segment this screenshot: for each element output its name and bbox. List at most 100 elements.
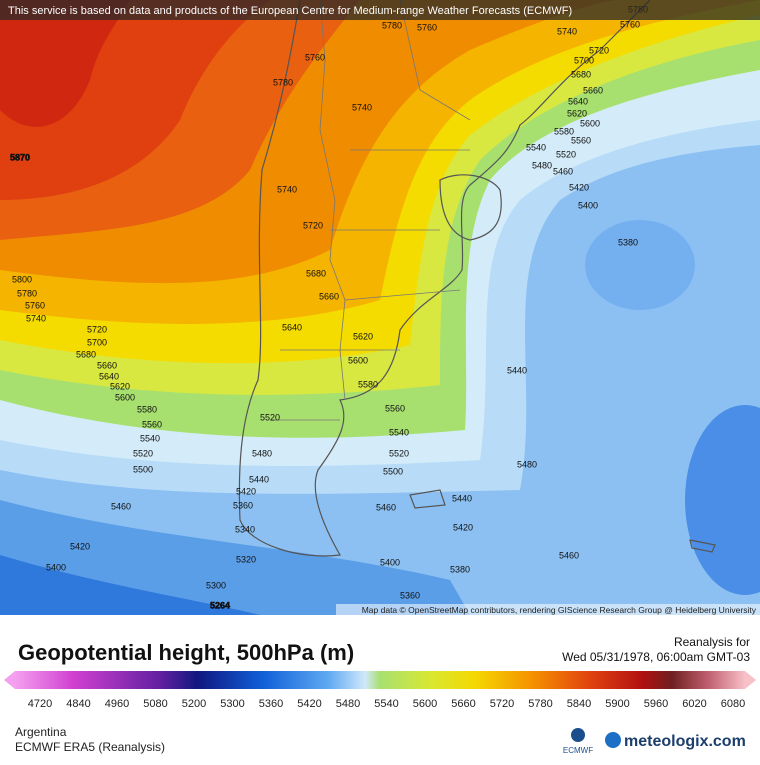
contour-label: 5480	[252, 448, 272, 458]
contour-label: 5660	[319, 291, 339, 301]
legend-title: Geopotential height, 500hPa (m)	[18, 640, 354, 665]
contour-band	[585, 220, 695, 310]
colorbar-tick-label: 6080	[721, 698, 745, 710]
contour-label: 5520	[389, 448, 409, 458]
model: ECMWF ERA5 (Reanalysis)	[15, 740, 165, 754]
contour-label: 5700	[574, 55, 594, 65]
colorbar-tick-label: 5960	[644, 698, 668, 710]
contour-label: 5870	[10, 152, 30, 162]
contour-label: 5800	[12, 274, 32, 284]
contour-label: 5780	[17, 288, 37, 298]
colorbar-ticks: 4720 4840 4960 5080 5200 5300 5360 5420 5480 5540…	[28, 698, 745, 710]
contour-label: 5540	[526, 142, 546, 152]
contour-label: 5560	[385, 403, 405, 413]
colorbar-tick-label: 5300	[220, 698, 244, 710]
contour-label: 5520	[556, 149, 576, 159]
colorbar-tick-label: 4840	[66, 698, 90, 710]
colorbar-tick-label: 5600	[413, 698, 437, 710]
borders	[270, 0, 471, 421]
contour-label: 5400	[380, 557, 400, 567]
notice: This service is based on data and produc…	[8, 5, 572, 17]
coastline	[238, 0, 716, 557]
colorbar	[15, 671, 745, 689]
contour-label: 5460	[376, 502, 396, 512]
contour-label: 5420	[569, 182, 589, 192]
contour-label: 5300	[206, 580, 226, 590]
brand-logo	[605, 732, 621, 748]
contour-label: 5620	[567, 108, 587, 118]
contour-label: 5460	[559, 550, 579, 560]
contour-label: 5420	[453, 522, 473, 532]
contour-label: 5460	[553, 166, 573, 176]
contour-label: 5460	[111, 501, 131, 511]
contour-label: 5560	[142, 419, 162, 429]
contour-label: 5740	[352, 102, 372, 112]
colorbar-tick-label: 5720	[490, 698, 514, 710]
contour-label: 5540	[140, 433, 160, 443]
contour-label: 5420	[236, 486, 256, 496]
colorbar-tick-label: 4960	[105, 698, 129, 710]
notice-bar	[0, 0, 760, 20]
brand: meteologix.com	[624, 733, 746, 750]
contour-label: 5720	[303, 220, 323, 230]
colorbar-arrow	[745, 671, 756, 689]
contour-label: 5500	[383, 466, 403, 476]
contour-band	[0, 0, 130, 127]
contour-label: 5600	[115, 392, 135, 402]
contour-label: 5440	[249, 474, 269, 484]
contour-label: 5440	[452, 493, 472, 503]
contour-label: 5600	[580, 118, 600, 128]
colorbar-tick-label: 5780	[528, 698, 552, 710]
colorbar-tick-label: 4720	[28, 698, 52, 710]
contour-label: 5520	[260, 412, 280, 422]
contour-label: 5700	[87, 337, 107, 347]
contour-label: 5760	[25, 300, 45, 310]
contour-label: 5780	[382, 20, 402, 30]
contour-label: 5500	[133, 464, 153, 474]
contour-label: 5720	[87, 324, 107, 334]
contour-label: 5580	[137, 404, 157, 414]
ecmwf-logo	[571, 728, 585, 742]
run-label: Reanalysis for	[674, 635, 750, 649]
colorbar-tick-label: 5480	[336, 698, 360, 710]
contour-label: 5360	[233, 500, 253, 510]
colorbar-tick-label: 5200	[182, 698, 206, 710]
colorbar-tick-label: 5900	[605, 698, 629, 710]
colorbar-tick-label: 5080	[143, 698, 167, 710]
contour-label: 5320	[236, 554, 256, 564]
contour-label: 5740	[277, 184, 297, 194]
contour-label: 5480	[532, 160, 552, 170]
attribution-bar	[336, 604, 760, 615]
contour-label: 5740	[26, 313, 46, 323]
colorbar-tick-label: 5840	[567, 698, 591, 710]
colorbar-tick-label: 5660	[451, 698, 475, 710]
contour-label: 5640	[282, 322, 302, 332]
valid-time: Wed 05/31/1978, 06:00am GMT-03	[562, 650, 750, 664]
contour-label: 5580	[358, 379, 378, 389]
contour-label: 5380	[450, 564, 470, 574]
contour-label: 5740	[557, 26, 577, 36]
contour-label: 5680	[306, 268, 326, 278]
contour-label: 5760	[305, 52, 325, 62]
contour-label: 5760	[620, 19, 640, 29]
ecmwf-logo-text: ECMWF	[563, 746, 593, 755]
contour-label: 5400	[46, 562, 66, 572]
colorbar-tick-label: 5360	[259, 698, 283, 710]
contour-label: 5440	[507, 365, 527, 375]
contour-label: 5360	[400, 590, 420, 600]
contour-label: 5340	[235, 524, 255, 534]
contour-label: 5760	[417, 22, 437, 32]
contour-band	[685, 405, 760, 595]
contour-labels: 5870 5264 5780 5760 5760 5760 5780 5780 5740 5740…	[10, 4, 648, 610]
contour-label: 5400	[578, 200, 598, 210]
contour-band	[0, 555, 260, 615]
contour-label: 5264	[210, 600, 230, 610]
contour-label: 5660	[97, 360, 117, 370]
contour-label: 5540	[389, 427, 409, 437]
contour-label: 5620	[110, 381, 130, 391]
attribution: Map data © OpenStreetMap contributors, r…	[362, 605, 757, 615]
region: Argentina	[15, 725, 67, 739]
contour-label: 5640	[568, 96, 588, 106]
